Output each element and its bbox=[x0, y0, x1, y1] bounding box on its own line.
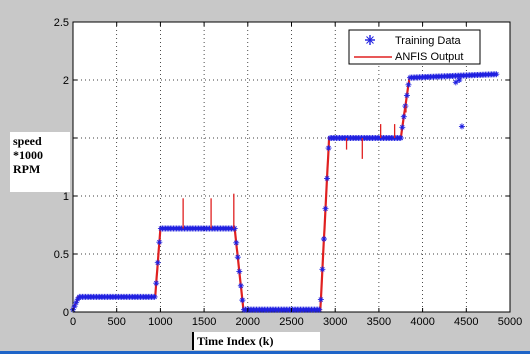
data-point-training bbox=[403, 92, 410, 99]
y-tick-label: 0 bbox=[63, 307, 69, 319]
x-tick-label: 1000 bbox=[148, 316, 172, 328]
data-point-training bbox=[322, 205, 329, 212]
data-point-training bbox=[154, 259, 161, 266]
data-point-training bbox=[317, 296, 324, 303]
data-point-training bbox=[456, 77, 463, 83]
data-point-training bbox=[458, 123, 465, 130]
data-point-training bbox=[397, 135, 404, 141]
x-tick-label: 3000 bbox=[323, 316, 347, 328]
data-point-training bbox=[231, 225, 238, 232]
series-markers-training bbox=[70, 71, 500, 313]
data-point-training bbox=[399, 124, 406, 131]
data-point-training bbox=[316, 306, 323, 313]
legend: Training Data ANFIS Output bbox=[348, 29, 481, 65]
data-point-training bbox=[236, 268, 243, 275]
data-point-training bbox=[237, 282, 244, 289]
series-layer bbox=[70, 71, 500, 313]
data-point-training bbox=[234, 254, 241, 261]
y-tick-label: 2 bbox=[63, 75, 69, 87]
x-tick-label: 0 bbox=[70, 316, 76, 328]
data-point-training bbox=[156, 239, 163, 246]
x-tick-label: 4500 bbox=[454, 316, 478, 328]
data-point-training bbox=[493, 71, 500, 78]
window-bottom-strip bbox=[0, 351, 530, 354]
legend-label-training: Training Data bbox=[395, 35, 462, 47]
data-point-training bbox=[151, 293, 158, 300]
y-tick-label: 2.5 bbox=[54, 17, 69, 29]
x-tick-label: 1500 bbox=[192, 316, 216, 328]
x-tick-label: 2000 bbox=[236, 316, 260, 328]
y-tick-label: 0.5 bbox=[54, 249, 69, 261]
grid bbox=[73, 22, 510, 312]
data-point-training bbox=[74, 296, 81, 303]
data-point-training bbox=[239, 297, 246, 304]
data-point-training bbox=[73, 299, 80, 306]
y-axis-label: speed *1000 RPM bbox=[10, 132, 70, 192]
x-tick-label: 5000 bbox=[498, 316, 522, 328]
legend-box bbox=[348, 29, 481, 65]
x-axis-label: Time Index (k) bbox=[192, 332, 320, 350]
y-axis-label-line: speed bbox=[13, 134, 42, 148]
legend-label-anfis: ANFIS Output bbox=[395, 51, 463, 63]
x-tick-label: 2500 bbox=[279, 316, 303, 328]
y-axis-label-line: *1000 bbox=[13, 148, 43, 162]
x-tick-label: 4000 bbox=[410, 316, 434, 328]
data-point-training bbox=[400, 113, 407, 120]
data-point-training bbox=[71, 303, 78, 310]
y-axis-label-line: RPM bbox=[13, 162, 41, 176]
data-point-training bbox=[324, 175, 331, 182]
data-point-training bbox=[320, 235, 327, 242]
data-point-training bbox=[319, 266, 326, 273]
x-tick-label: 3500 bbox=[367, 316, 391, 328]
data-point-training bbox=[153, 280, 160, 287]
data-point-training bbox=[452, 79, 459, 86]
y-tick-label: 1 bbox=[63, 191, 69, 203]
x-tick-label: 500 bbox=[108, 316, 126, 328]
data-point-training bbox=[233, 239, 240, 246]
data-point-training bbox=[405, 81, 412, 88]
legend-marker-training bbox=[365, 35, 375, 45]
data-point-training bbox=[325, 145, 332, 152]
